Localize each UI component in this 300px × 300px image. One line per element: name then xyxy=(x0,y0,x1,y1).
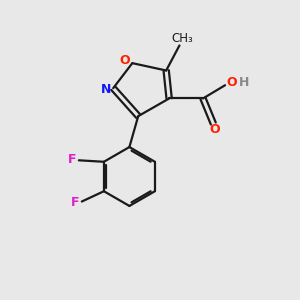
Text: O: O xyxy=(226,76,237,89)
Text: F: F xyxy=(71,196,80,209)
Text: O: O xyxy=(120,54,130,67)
Text: O: O xyxy=(209,124,220,136)
Text: F: F xyxy=(68,153,76,166)
Text: H: H xyxy=(239,76,249,89)
Text: N: N xyxy=(100,83,111,96)
Text: CH₃: CH₃ xyxy=(172,32,193,46)
